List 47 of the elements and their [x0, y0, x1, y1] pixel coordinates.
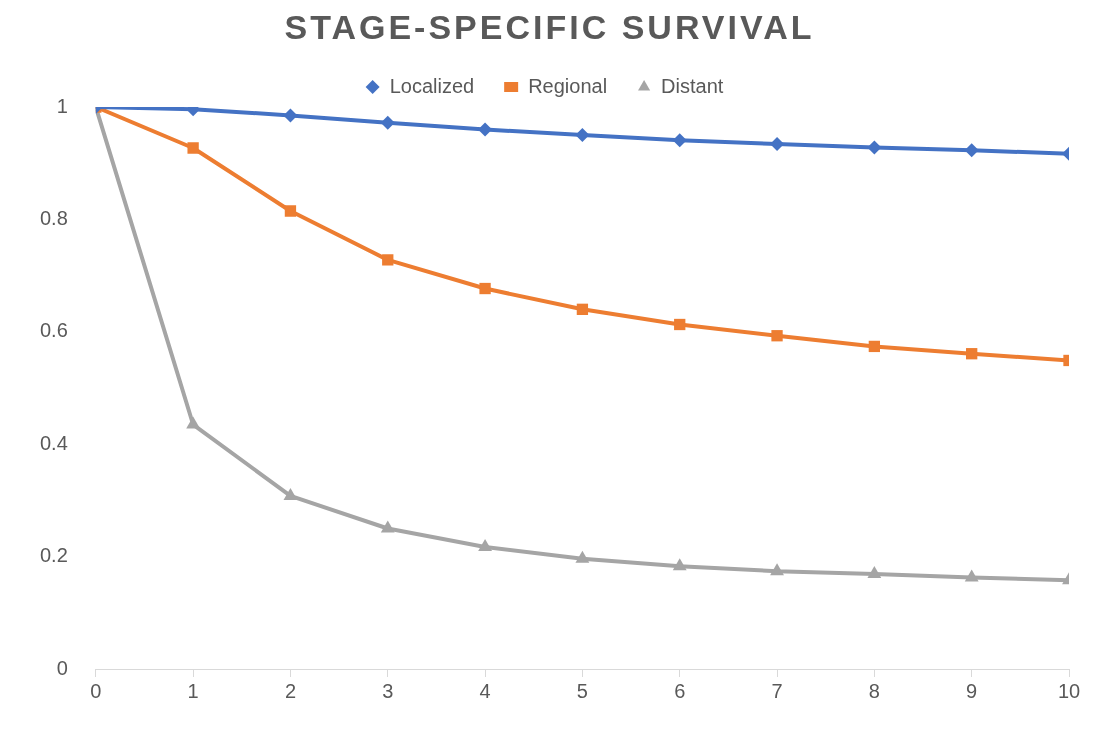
y-tick-label: 1 [56, 94, 68, 117]
point [771, 330, 783, 342]
x-tick-label: 7 [771, 679, 783, 702]
point [770, 137, 785, 152]
legend-label: Distant [661, 74, 724, 97]
x-tick-label: 8 [868, 679, 880, 702]
point [575, 550, 590, 563]
x-tick-label: 6 [674, 679, 686, 702]
point [672, 558, 687, 571]
x-tick-label: 5 [576, 679, 588, 702]
point [867, 566, 882, 579]
legend-label: Regional [528, 74, 608, 97]
point [964, 143, 979, 158]
y-tick-label: 0 [56, 656, 68, 679]
point [770, 563, 784, 576]
point [284, 205, 297, 217]
point [283, 108, 298, 123]
point [966, 348, 978, 360]
x-tick-label: 3 [382, 679, 394, 702]
point [380, 115, 395, 130]
point [380, 520, 395, 533]
x-tick-label: 2 [284, 679, 296, 702]
point [868, 340, 881, 353]
y-tick-label: 0.2 [39, 544, 68, 567]
point [576, 303, 589, 315]
x-tick-label: 0 [90, 679, 102, 702]
point [867, 140, 882, 155]
point [478, 122, 493, 137]
x-tick-label: 9 [966, 679, 978, 702]
point [575, 128, 590, 143]
chart-title: STAGE-SPECIFIC SURVIVAL [283, 8, 816, 47]
y-tick-label: 0.6 [39, 319, 68, 342]
point [186, 416, 201, 429]
y-tick-label: 0.4 [39, 431, 68, 454]
x-tick-label: 10 [1057, 679, 1081, 702]
y-tick-label: 0.8 [39, 206, 68, 229]
legend-label: Localized [389, 74, 475, 97]
point [382, 254, 394, 266]
point [479, 282, 491, 295]
point [478, 539, 493, 552]
point [672, 133, 687, 148]
point [964, 569, 979, 582]
x-tick-label: 4 [479, 679, 491, 702]
point [187, 142, 199, 154]
x-tick-label: 1 [187, 679, 199, 702]
point [674, 318, 686, 331]
point [283, 487, 298, 500]
